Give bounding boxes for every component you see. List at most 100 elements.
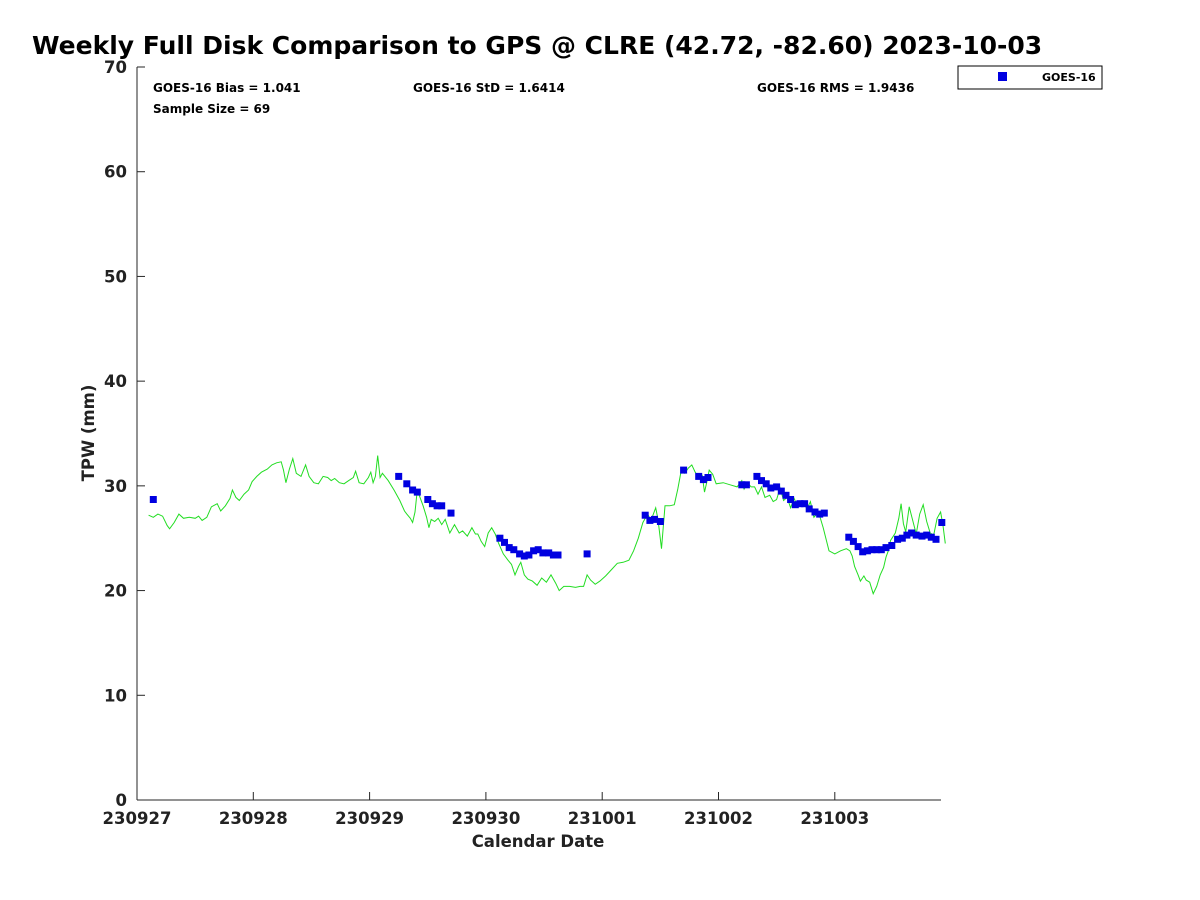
goes16-marker (932, 535, 940, 543)
rms-stat: GOES-16 RMS = 1.9436 (757, 81, 914, 95)
goes16-marker (738, 481, 746, 489)
goes16-marker (646, 516, 654, 524)
legend-box (957, 65, 1103, 90)
goes16-marker (811, 508, 819, 516)
goes16-marker (894, 535, 902, 543)
y-tick-label: 20 (104, 582, 127, 601)
goes16-marker (923, 531, 931, 539)
goes16-marker (409, 486, 417, 494)
goes16-marker (651, 515, 658, 523)
goes16-marker (767, 484, 775, 492)
goes16-marker (510, 546, 518, 554)
goes16-marker (505, 544, 513, 552)
goes16-marker (704, 474, 712, 481)
goes16-marker (699, 476, 707, 484)
x-tick-label: 230930 (451, 809, 520, 828)
goes16-marker (539, 549, 547, 557)
x-tick-label: 231002 (684, 809, 753, 828)
goes16-marker (773, 483, 781, 491)
goes16-marker (496, 534, 504, 542)
goes16-marker (413, 488, 421, 496)
goes16-marker (863, 547, 871, 555)
goes16-marker (787, 496, 795, 503)
y-tick-label: 10 (104, 686, 127, 705)
goes16-marker (859, 548, 867, 556)
y-axis-label: TPW (mm) (79, 385, 98, 482)
goes16-marker (742, 481, 750, 489)
goes16-marker (868, 546, 876, 554)
goes16-marker (888, 542, 896, 549)
axes: 0 10 20 30 40 50 60 70 230927 230928 230929 230930 2… (103, 58, 941, 828)
goes16-marker (849, 537, 857, 545)
goes16-marker (680, 466, 688, 474)
goes16-marker (927, 533, 935, 541)
y-tick-label: 0 (116, 791, 127, 810)
goes16-marker (447, 509, 455, 517)
goes16-marker (805, 505, 813, 513)
legend: GOES-16 (957, 65, 1103, 90)
goes16-marker (641, 511, 649, 519)
goes16-marker (516, 550, 524, 558)
goes16-marker (758, 477, 765, 485)
goes16-marker (424, 496, 432, 503)
y-tick-label: 50 (104, 267, 127, 286)
x-tick-label: 230928 (219, 809, 288, 828)
goes16-marker (918, 532, 926, 540)
goes16-marker (433, 502, 441, 510)
goes16-marker (501, 538, 508, 546)
goes16-marker (149, 496, 157, 503)
goes16-marker (395, 472, 403, 480)
goes16-marker (530, 547, 538, 555)
goes16-marker (820, 509, 828, 517)
goes16-marker (854, 543, 862, 551)
goes16-marker (912, 531, 920, 539)
goes16-marker (882, 544, 890, 552)
x-tick-label: 230927 (103, 809, 172, 828)
y-tick-label: 40 (104, 372, 127, 391)
x-tick-label: 231003 (800, 809, 869, 828)
gps-line-layer (148, 455, 946, 596)
chart-title: Weekly Full Disk Comparison to GPS @ CLR… (32, 31, 1042, 60)
goes16-marker (438, 502, 446, 510)
goes16-marker (762, 480, 770, 488)
markers-layer (149, 466, 946, 560)
goes16-marker (525, 551, 533, 559)
goes16-marker (777, 487, 785, 495)
goes16-marker (428, 500, 436, 508)
goes16-marker (520, 552, 528, 560)
std-stat: GOES-16 StD = 1.6414 (413, 81, 565, 95)
goes16-marker (845, 533, 853, 541)
goes16-marker (695, 472, 703, 480)
y-tick-label: 30 (104, 477, 127, 496)
goes16-marker (753, 472, 761, 480)
y-tick-label: 70 (104, 58, 127, 77)
sample-size-stat: Sample Size = 69 (153, 102, 270, 116)
goes16-marker (938, 519, 946, 526)
goes16-marker (545, 549, 553, 557)
goes16-marker (549, 551, 557, 559)
goes16-marker (791, 501, 799, 509)
goes16-marker (656, 518, 664, 525)
goes16-marker (782, 491, 790, 499)
gps-series-line (148, 455, 946, 596)
goes16-marker (903, 531, 911, 539)
goes16-marker (908, 529, 916, 537)
goes16-marker (873, 546, 881, 554)
goes16-marker (583, 550, 591, 558)
goes16-marker (801, 500, 809, 508)
goes16-marker (403, 480, 411, 488)
x-axis-label: Calendar Date (472, 832, 605, 851)
x-tick-label: 231001 (568, 809, 637, 828)
goes16-marker (554, 551, 562, 559)
bias-stat: GOES-16 Bias = 1.041 (153, 81, 301, 95)
goes16-marker (877, 546, 885, 554)
goes16-marker (534, 546, 542, 554)
legend-label: GOES-16 (1042, 71, 1096, 84)
y-tick-label: 60 (104, 163, 127, 182)
legend-marker (998, 72, 1007, 81)
goes16-marker (796, 500, 804, 508)
goes16-marker (816, 510, 824, 518)
goes16-marker (898, 534, 906, 542)
x-tick-label: 230929 (335, 809, 404, 828)
